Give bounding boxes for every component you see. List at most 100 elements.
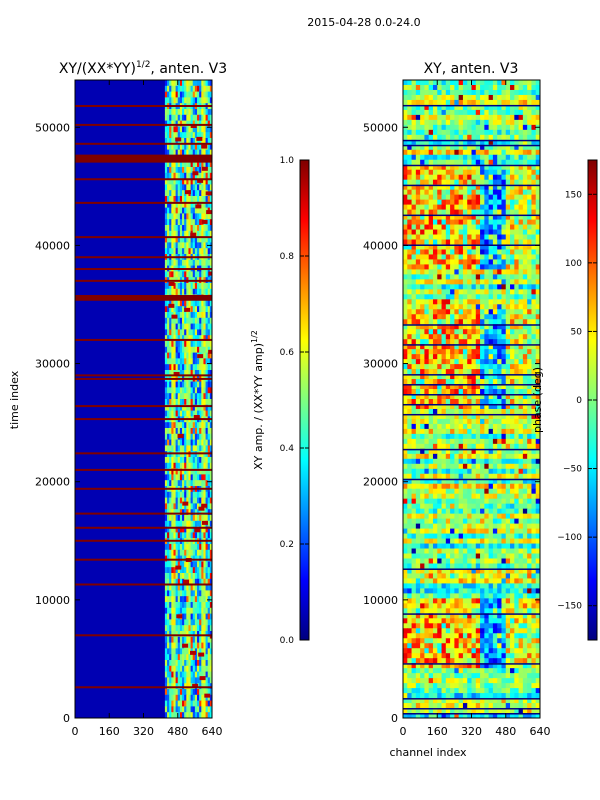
left-heatmap-cell (194, 636, 198, 644)
right-heatmap-cell (462, 229, 468, 236)
right-heatmap-cell (407, 269, 413, 275)
left-heatmap-cell (179, 364, 183, 371)
right-heatmap-cell (518, 179, 524, 186)
right-heatmap-cell (403, 139, 408, 146)
left-heatmap-cell (173, 422, 177, 429)
right-heatmap-cell (462, 164, 468, 171)
right-heatmap-cell (527, 384, 532, 390)
left-heatmap-cell (205, 515, 209, 522)
right-heatmap-cell (518, 304, 524, 310)
right-heatmap-cell (407, 104, 413, 111)
left-heatmap-cell (186, 480, 189, 487)
right-heatmap-cell (505, 314, 511, 320)
right-heatmap-cell (484, 369, 490, 375)
right-heatmap-cell (480, 199, 485, 206)
right-heatmap-cell (531, 164, 537, 171)
left-heatmap-cell (197, 114, 200, 122)
right-heatmap-cell (510, 124, 515, 131)
right-heatmap-cell (518, 244, 524, 250)
right-heatmap-cell (480, 169, 485, 176)
right-heatmap-cell (510, 359, 515, 365)
left-heatmap-cell (203, 161, 207, 168)
left-heatmap-cell (167, 109, 170, 116)
right-heatmap-cell (411, 144, 417, 151)
right-heatmap-cell (484, 244, 490, 250)
right-flag-line (403, 403, 540, 406)
left-heatmap-cell (190, 526, 194, 533)
left-heatmap-cell (175, 520, 179, 528)
left-heatmap-cell (182, 410, 185, 417)
right-heatmap-cell (403, 374, 408, 380)
right-heatmap-cell (403, 229, 408, 236)
right-heatmap-cell (424, 443, 430, 450)
right-heatmap-cell (527, 169, 532, 176)
right-heatmap-cell (424, 139, 430, 146)
right-heatmap-cell (527, 124, 532, 131)
right-heatmap-cell (475, 204, 481, 211)
right-heatmap-cell (518, 134, 524, 141)
left-heatmap-cell (184, 132, 187, 139)
left-heatmap-cell (209, 300, 212, 307)
right-heatmap-cell (497, 309, 502, 315)
right-heatmap-cell (510, 114, 515, 121)
right-heatmap-cell (411, 294, 417, 300)
left-heatmap-cell (182, 132, 185, 139)
left-heatmap-cell (201, 300, 204, 307)
right-heatmap-cell (454, 169, 460, 176)
right-heatmap-cell (462, 384, 468, 390)
colorbar-tick-label: 0.0 (280, 636, 295, 646)
right-heatmap-cell (403, 244, 408, 250)
left-heatmap-cell (207, 120, 211, 127)
left-heatmap-cell (164, 178, 168, 185)
left-heatmap-cell (179, 219, 183, 226)
right-heatmap-cell (522, 159, 528, 166)
left-heatmap-cell (186, 323, 189, 330)
left-heatmap-cell (205, 665, 209, 673)
left-heatmap-cell (199, 312, 202, 319)
right-heatmap-cell (450, 99, 455, 106)
left-heatmap-cell (175, 671, 179, 678)
left-heatmap-cell (197, 439, 200, 446)
left-heatmap-cell (194, 335, 198, 342)
right-heatmap-cell (411, 189, 417, 196)
left-heatmap-cell (182, 236, 185, 243)
right-heatmap-cell (407, 179, 413, 186)
left-heatmap-cell (177, 167, 181, 174)
left-heatmap-cell (201, 544, 204, 551)
left-heatmap-cell (169, 230, 172, 238)
right-heatmap-cell (518, 169, 524, 176)
right-heatmap-cell (415, 179, 421, 186)
left-heatmap-cell (199, 660, 202, 667)
left-heatmap-cell (188, 549, 192, 557)
left-heatmap-cell (164, 248, 168, 255)
right-heatmap-cell (411, 329, 417, 335)
right-heatmap-cell (467, 399, 472, 405)
left-heatmap-hot-spot (192, 683, 199, 688)
left-heatmap-cell (177, 445, 181, 452)
right-heatmap-cell (428, 219, 434, 226)
left-heatmap-cell (177, 480, 181, 487)
left-heatmap-cell (201, 341, 204, 348)
left-heatmap-cell (190, 91, 194, 98)
right-heatmap-cell (462, 374, 468, 380)
right-heatmap-cell (467, 184, 472, 191)
left-heatmap-cell (194, 613, 198, 620)
right-heatmap-cell (445, 294, 451, 300)
left-heatmap-cell (207, 184, 211, 191)
left-heatmap-cell (192, 584, 196, 591)
left-heatmap-cell (186, 91, 189, 98)
left-heatmap-cell (207, 694, 211, 702)
right-heatmap-cell (527, 443, 532, 450)
left-heatmap-cell (164, 544, 168, 551)
left-heatmap-cell (192, 335, 196, 342)
left-heatmap-cell (167, 288, 170, 296)
left-heatmap-cell (192, 503, 196, 510)
left-heatmap-cell (199, 207, 202, 214)
right-heatmap-cell (441, 284, 447, 290)
right-heatmap-cell (492, 309, 498, 315)
left-heatmap-cell (188, 439, 192, 446)
right-heatmap-cell (480, 119, 485, 126)
right-heatmap-cell (462, 408, 468, 415)
left-heatmap-cell (209, 225, 212, 232)
right-heatmap-cell (501, 164, 507, 171)
